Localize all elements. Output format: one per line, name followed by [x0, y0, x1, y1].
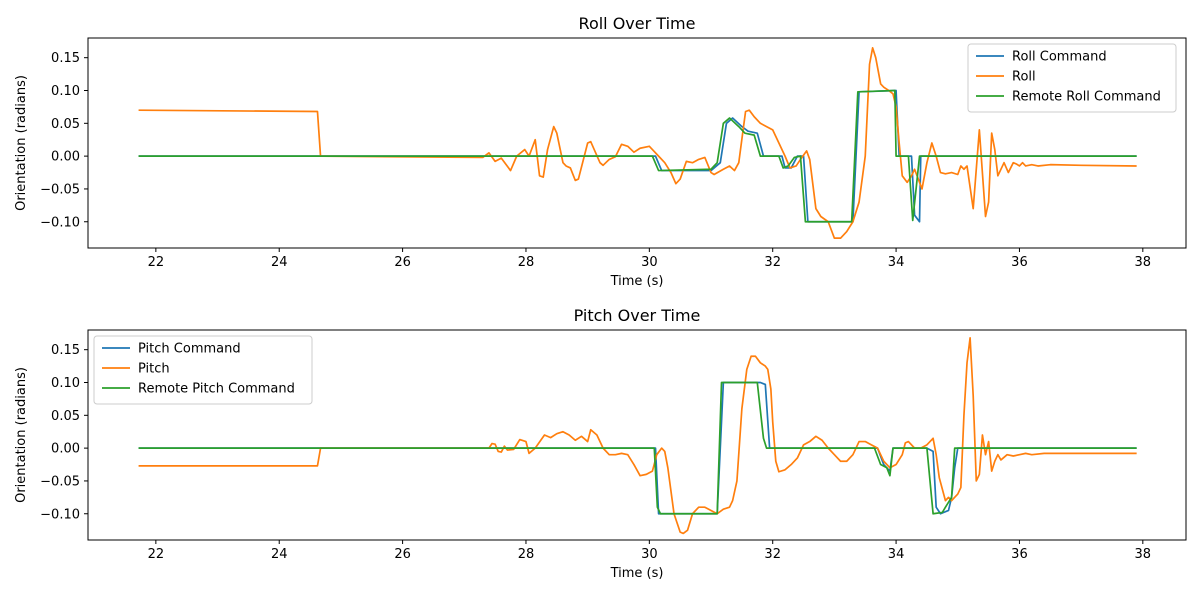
x-tick-label: 24 — [271, 547, 288, 562]
y-tick-label: 0.00 — [51, 442, 80, 457]
y-tick-label: −0.10 — [40, 215, 80, 230]
legend-label: Pitch Command — [138, 342, 241, 357]
x-tick-label: 36 — [1011, 547, 1028, 562]
x-tick-label: 30 — [641, 255, 658, 270]
y-tick-label: 0.15 — [51, 51, 80, 66]
series-group — [138, 46, 1137, 240]
y-tick-label: −0.05 — [40, 182, 80, 197]
x-axis-label: Time (s) — [610, 274, 664, 289]
x-tick-label: 26 — [394, 547, 411, 562]
legend-label: Roll — [1012, 70, 1036, 85]
axes-frame — [87, 329, 1187, 541]
series-line-remote-roll-command — [138, 89, 1137, 223]
legend-label: Remote Pitch Command — [138, 382, 295, 397]
legend-label: Remote Roll Command — [1012, 90, 1161, 105]
roll-chart: 22 24 26 28 30 32 34 36 38 −0.10 −0.05 0.00 0.05 0.10… — [14, 14, 1187, 289]
y-tick-label: 0.05 — [51, 117, 80, 132]
x-tick-label: 34 — [888, 255, 905, 270]
pitch-chart: 22 24 26 28 30 32 34 36 38 −0.10 −0.05 0.00 0.05 0.10… — [14, 306, 1187, 581]
series-line-remote-pitch-command — [138, 381, 1137, 515]
x-tick-label: 32 — [764, 255, 781, 270]
x-tick-label: 22 — [148, 255, 165, 270]
x-tick-label: 28 — [518, 255, 535, 270]
legend: Pitch Command Pitch Remote Pitch Command — [93, 335, 313, 405]
x-tick-label: 34 — [888, 547, 905, 562]
legend-box — [967, 43, 1177, 113]
y-tick-label: −0.05 — [40, 474, 80, 489]
series-line-roll-command — [138, 89, 1137, 223]
x-tick-label: 38 — [1135, 255, 1152, 270]
y-axis-label: Orientation (radians) — [14, 367, 29, 503]
x-axis-label: Time (s) — [610, 566, 664, 581]
y-axis-label: Orientation (radians) — [14, 75, 29, 211]
x-tick-label: 32 — [764, 547, 781, 562]
legend-label: Pitch — [138, 362, 170, 377]
x-tick-label: 30 — [641, 547, 658, 562]
y-tick-label: 0.15 — [51, 343, 80, 358]
legend: Roll Command Roll Remote Roll Command — [967, 43, 1177, 113]
y-tick-label: 0.10 — [51, 376, 80, 391]
legend-label: Roll Command — [1012, 50, 1107, 65]
y-tick-label: −0.10 — [40, 507, 80, 522]
legend-box — [93, 335, 313, 405]
y-tick-label: 0.05 — [51, 409, 80, 424]
y-tick-label: 0.10 — [51, 84, 80, 99]
y-tick-label: 0.00 — [51, 150, 80, 165]
axes-frame — [87, 37, 1187, 249]
chart-title: Roll Over Time — [579, 14, 696, 33]
series-line-roll — [138, 46, 1137, 240]
chart-title: Pitch Over Time — [574, 306, 701, 325]
series-group — [138, 337, 1137, 535]
x-tick-label: 22 — [148, 547, 165, 562]
x-tick-label: 38 — [1135, 547, 1152, 562]
x-tick-label: 26 — [394, 255, 411, 270]
series-line-pitch — [138, 337, 1137, 535]
x-tick-label: 28 — [518, 547, 535, 562]
x-tick-label: 24 — [271, 255, 288, 270]
x-tick-label: 36 — [1011, 255, 1028, 270]
